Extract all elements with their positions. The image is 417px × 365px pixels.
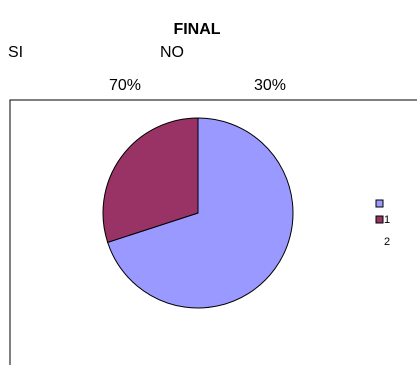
pie-slice bbox=[107, 117, 294, 309]
value-label: 70% bbox=[109, 77, 141, 94]
legend-swatch bbox=[375, 215, 384, 224]
sheet-header: SI bbox=[8, 44, 23, 61]
legend-label: 1 bbox=[384, 214, 390, 226]
legend-label: 2 bbox=[384, 236, 390, 248]
sheet-header: NO bbox=[160, 44, 184, 61]
pie-slice bbox=[102, 117, 199, 243]
plot-frame bbox=[9, 99, 417, 365]
legend-swatch bbox=[375, 199, 384, 208]
chart-title: FINAL bbox=[173, 21, 220, 38]
value-label: 30% bbox=[254, 77, 286, 94]
